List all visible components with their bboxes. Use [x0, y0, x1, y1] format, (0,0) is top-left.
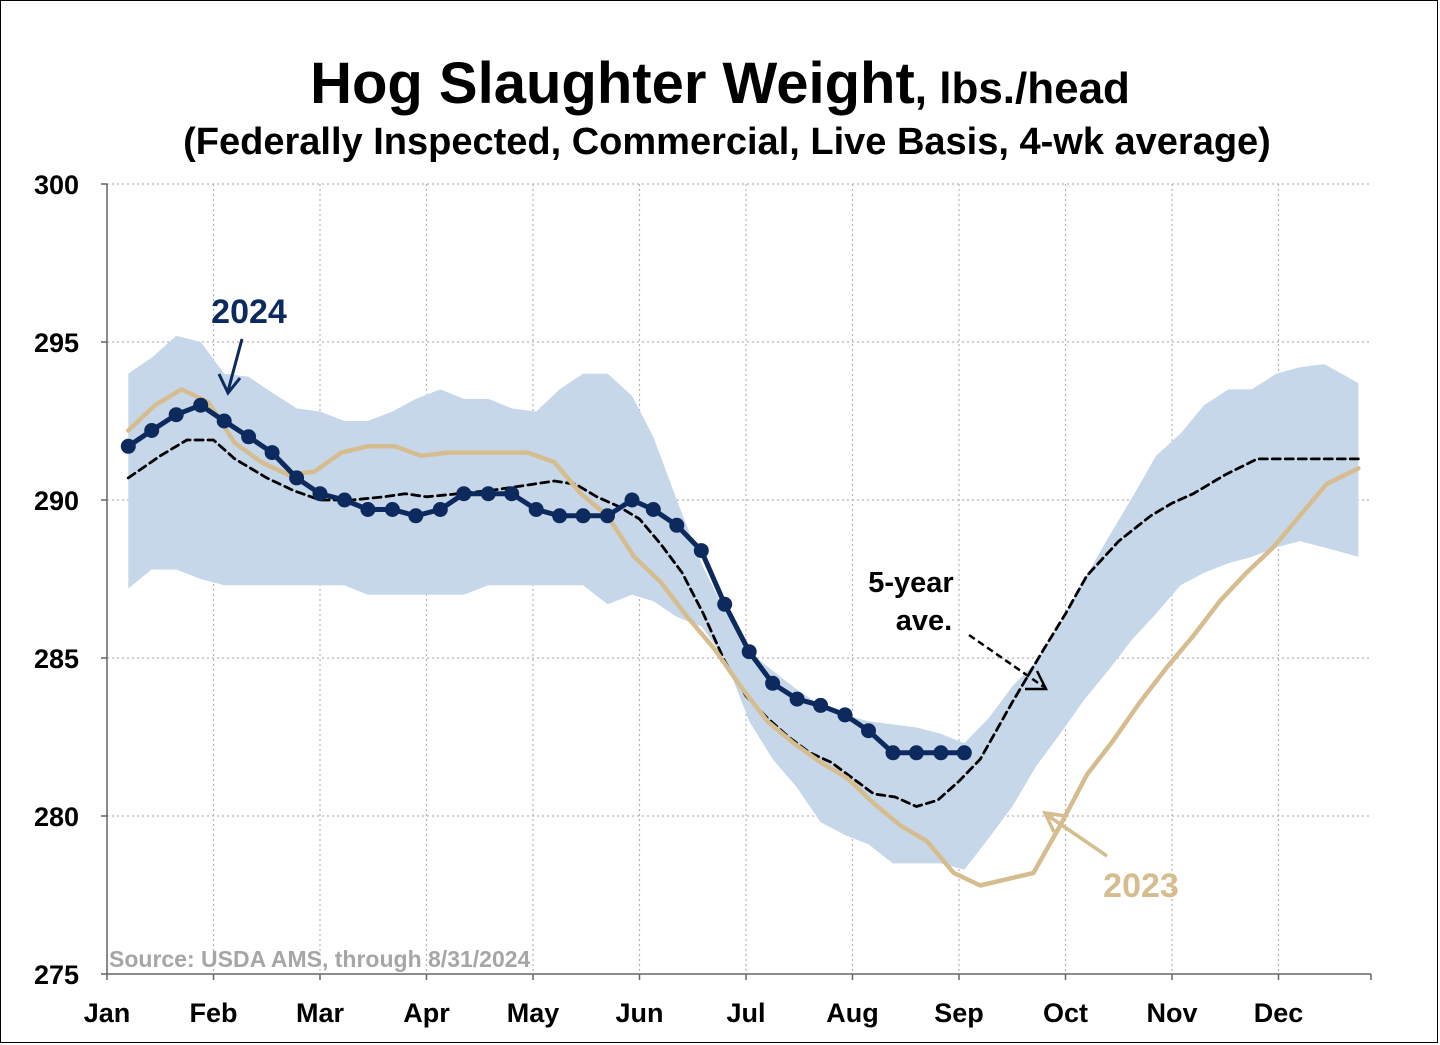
data-point-2024: [337, 492, 352, 508]
data-point-2024: [360, 502, 376, 517]
range-band: [128, 335, 1359, 870]
x-tick-label: Oct: [1043, 998, 1088, 1028]
data-point-2024: [480, 486, 496, 502]
data-point-2024: [933, 745, 949, 761]
x-tick-label: Mar: [296, 998, 345, 1028]
annotation-arrows: [217, 338, 1108, 858]
data-point-2024: [432, 502, 448, 517]
chart-title: Hog Slaughter Weight, lbs./head: [310, 51, 1130, 116]
axis-layer: [101, 183, 1372, 980]
x-tick-label: Jul: [726, 998, 765, 1028]
data-point-2024: [456, 486, 472, 502]
data-point-2024: [693, 543, 709, 559]
series-layer: [120, 387, 1361, 888]
chart-subtitle: (Federally Inspected, Commercial, Live B…: [183, 121, 1271, 163]
data-point-2024: [289, 470, 305, 486]
y-tick-label: 275: [34, 960, 79, 990]
y-tick-label: 280: [34, 802, 79, 832]
data-point-2024: [645, 502, 661, 517]
label-5yr-line2: ave.: [896, 605, 952, 637]
data-point-2024: [765, 675, 781, 691]
x-tick-label: Dec: [1254, 998, 1304, 1028]
data-point-2024: [717, 596, 733, 612]
y-tick-label: 300: [34, 170, 79, 200]
data-point-2024: [813, 697, 829, 713]
data-point-2024: [241, 429, 257, 445]
data-point-2024: [575, 508, 591, 524]
data-point-2024: [528, 502, 544, 517]
data-point-2024: [669, 517, 685, 533]
tick-label-layer: 275 280 285 290 295 300 Jan Feb Mar Apr May Jun Jul A…: [34, 170, 1303, 1028]
x-tick-label: Sep: [934, 998, 984, 1028]
data-point-2024: [408, 508, 424, 524]
source-note: Source: USDA AMS, through 8/31/2024: [109, 946, 531, 972]
data-point-2024: [216, 413, 232, 429]
data-point-2024: [504, 486, 520, 502]
data-point-2024: [861, 723, 876, 739]
data-point-2024: [384, 502, 400, 517]
data-point-2024: [144, 423, 160, 438]
y-tick-label: 290: [34, 486, 79, 516]
data-point-2024: [600, 508, 615, 524]
data-point-2024: [956, 745, 972, 761]
data-point-2024: [193, 397, 209, 413]
data-point-2024: [741, 644, 757, 660]
y-tick-label: 285: [34, 644, 79, 674]
arrow-2023: [1042, 810, 1108, 858]
data-point-2024: [552, 508, 568, 524]
x-tick-label: Feb: [189, 998, 237, 1028]
label-5yr-line1: 5-year: [868, 567, 953, 599]
x-tick-label: Nov: [1146, 998, 1197, 1028]
data-point-2024: [264, 445, 280, 461]
data-point-2024: [789, 691, 805, 707]
label-2023: 2023: [1103, 867, 1179, 905]
series-line-2023: [126, 387, 1361, 888]
data-point-2024: [908, 745, 924, 761]
x-tick-label: Aug: [826, 998, 878, 1028]
x-tick-label: Jan: [84, 998, 131, 1028]
x-tick-label: Apr: [403, 998, 450, 1028]
y-tick-label: 295: [34, 328, 79, 358]
data-point-2024: [837, 707, 853, 723]
x-tick-label: Jun: [615, 998, 663, 1028]
data-point-2024: [624, 492, 640, 508]
arrow-5yr: [968, 633, 1049, 691]
range-band-layer: [128, 335, 1359, 870]
data-point-2024: [885, 745, 901, 761]
data-point-2024: [120, 438, 136, 454]
data-point-2024: [168, 407, 184, 423]
x-tick-label: May: [507, 998, 560, 1028]
data-point-2024: [312, 486, 328, 502]
arrow-2024: [217, 338, 244, 396]
label-2024: 2024: [211, 293, 287, 331]
